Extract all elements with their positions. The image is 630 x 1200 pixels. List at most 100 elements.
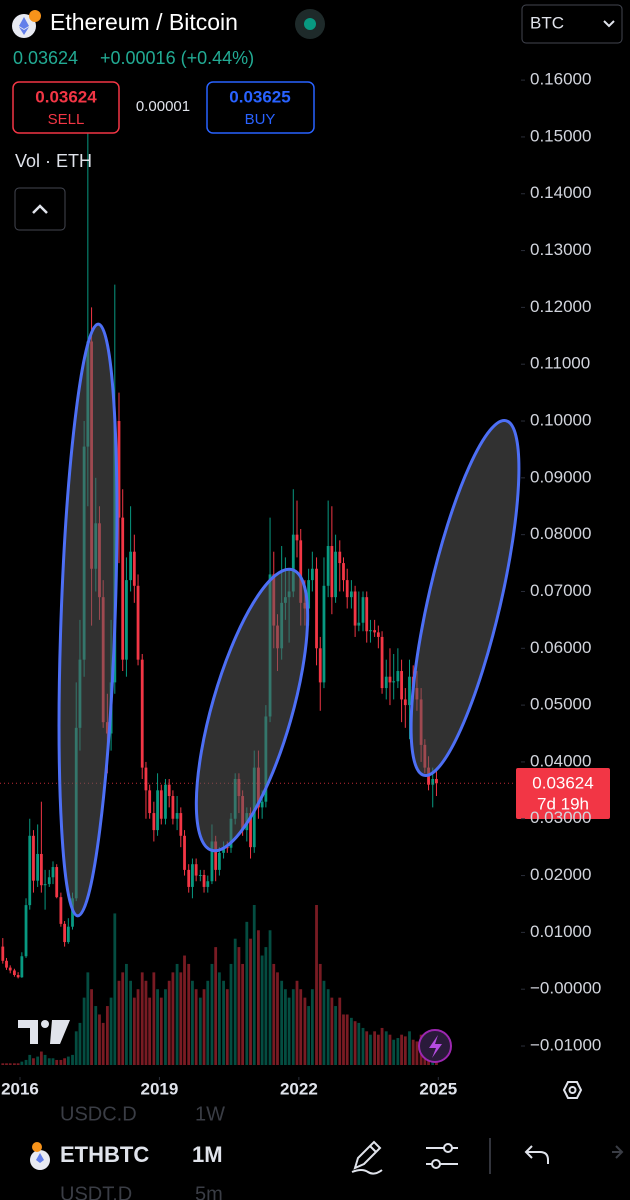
indicators-button[interactable] <box>426 1143 458 1169</box>
volume-bar <box>392 1039 396 1065</box>
buy-button[interactable] <box>206 81 315 134</box>
volume-bar <box>74 1031 78 1065</box>
volume-bar <box>322 980 326 1065</box>
buy-price: 0.03625 <box>229 87 290 106</box>
candle-body <box>194 864 198 876</box>
candle-body <box>214 841 218 870</box>
volume-layer <box>1 905 438 1065</box>
ellipse-drawing[interactable] <box>389 413 541 784</box>
slider-knob <box>431 1159 441 1169</box>
volume-bar <box>384 1031 388 1065</box>
volume-bar <box>299 989 303 1065</box>
candle-body <box>183 835 186 870</box>
volume-bar <box>5 1063 8 1065</box>
volume-bar <box>291 989 295 1065</box>
sell-price: 0.03624 <box>35 87 97 106</box>
spread: 0.00001 <box>136 98 190 115</box>
symbol-icon-glyph <box>36 1153 44 1163</box>
candle-body <box>156 790 159 831</box>
volume-bar <box>20 1061 24 1065</box>
volume-bar <box>396 1038 400 1065</box>
logo-part <box>50 1020 70 1044</box>
volume-bar <box>310 989 314 1065</box>
candle-body <box>28 835 32 906</box>
volume-bar <box>121 972 125 1065</box>
volume-bar <box>105 1006 109 1065</box>
volume-bar <box>342 1014 345 1065</box>
volume-bar <box>315 905 318 1065</box>
candle-body <box>59 897 63 924</box>
volume-bar <box>13 1063 16 1065</box>
volume-bar <box>191 980 194 1065</box>
volume-bar <box>217 972 221 1065</box>
volume-bar <box>66 1056 70 1065</box>
volume-bar <box>264 947 268 1065</box>
draw-tool-button[interactable] <box>351 1140 383 1175</box>
volume-bar <box>132 997 136 1065</box>
ellipse-drawing[interactable] <box>173 559 330 862</box>
candle-body <box>144 767 148 791</box>
ghost-interval: 5m <box>195 1183 223 1200</box>
volume-bar <box>303 997 307 1065</box>
volume-bar <box>276 972 279 1065</box>
candle-body <box>20 956 24 978</box>
volume-bar <box>55 1059 59 1065</box>
volume-bar <box>373 1031 377 1065</box>
settings-button[interactable] <box>562 1081 583 1099</box>
volume-bar <box>415 1041 419 1065</box>
candle-body <box>345 580 349 598</box>
candle-body <box>117 421 121 518</box>
candle-body <box>125 580 128 660</box>
volume-bar <box>198 997 202 1065</box>
x-tick-label: 2016 <box>1 1079 39 1098</box>
volume-bar <box>408 1031 411 1065</box>
ellipse-drawing[interactable] <box>51 322 126 918</box>
volume-bar <box>237 947 241 1065</box>
volume-bar <box>400 1034 403 1065</box>
volume-bar <box>59 1059 63 1065</box>
volume-bar <box>353 1021 357 1065</box>
candle-body <box>152 813 156 831</box>
candle-body <box>380 636 384 689</box>
y-tick-label: 0.01000 <box>530 922 591 941</box>
collapse-icon <box>32 204 48 214</box>
y-tick-label: 0.02000 <box>530 865 591 884</box>
settings-icon-center <box>568 1086 577 1094</box>
volume-bar <box>1 1063 5 1065</box>
toolbar-interval[interactable]: 1M <box>192 1142 223 1167</box>
volume-bar <box>136 989 140 1065</box>
volume-bar <box>32 1058 35 1065</box>
price-tag-countdown: 7d 19h <box>537 794 589 813</box>
volume-bar <box>388 1034 392 1065</box>
volume-bar <box>280 980 284 1065</box>
toolbar-symbol[interactable]: ETHBTC <box>60 1142 149 1167</box>
volume-bar <box>369 1034 372 1065</box>
undo-button[interactable] <box>524 1145 549 1164</box>
volume-bar <box>16 1063 20 1065</box>
candle-body <box>334 551 337 598</box>
volume-bar <box>252 905 256 1065</box>
candle-body <box>315 568 318 649</box>
volume-bar <box>241 963 245 1065</box>
volume-bar <box>71 1054 74 1065</box>
volume-bar <box>94 1006 98 1065</box>
candle-body <box>36 853 40 881</box>
volume-bar <box>113 913 117 1065</box>
candle-body <box>175 813 179 819</box>
volume-bar <box>117 980 121 1065</box>
volume-bar <box>28 1054 32 1065</box>
volume-bar <box>411 1039 415 1065</box>
volume-bar <box>233 938 237 1065</box>
volume-bar <box>167 980 171 1065</box>
y-tick-label: 0.09000 <box>530 467 591 486</box>
sell-button[interactable] <box>12 81 120 134</box>
candle-body <box>249 813 252 848</box>
candle-body <box>260 801 264 808</box>
currency-dropdown[interactable] <box>521 4 623 44</box>
candle-body <box>365 597 369 632</box>
candle-body <box>164 784 167 819</box>
candle-body <box>373 630 377 633</box>
redo-button[interactable] <box>612 1145 624 1159</box>
volume-bar <box>222 980 225 1065</box>
collapse-button[interactable] <box>14 187 66 231</box>
